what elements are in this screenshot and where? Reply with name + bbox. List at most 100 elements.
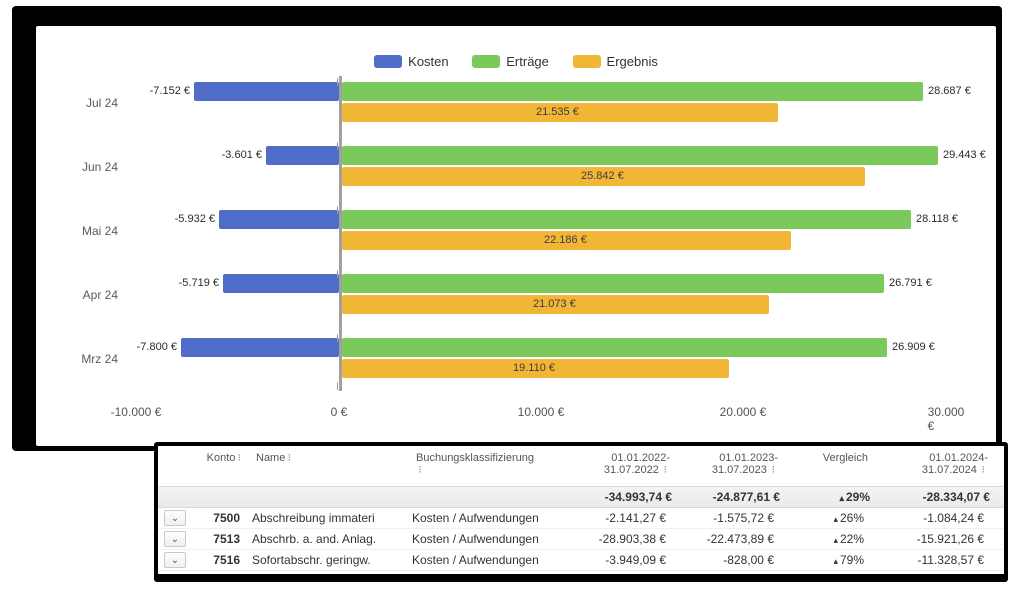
bar-ertraege[interactable] xyxy=(342,338,887,357)
x-tick-label: 20.000 € xyxy=(720,405,767,419)
legend-label: Ergebnis xyxy=(607,54,658,69)
col-header-period3[interactable]: 01.01.2024-31.07.2024 ⠇ xyxy=(874,450,994,478)
bar-value-ergebnis: 21.535 € xyxy=(536,106,579,118)
cell-v3: -15.921,26 € xyxy=(870,530,990,548)
bar-value-ertraege: 29.443 € xyxy=(943,149,986,161)
bar-value-ergebnis: 19.110 € xyxy=(513,362,555,374)
cell-v3: -1.084,24 € xyxy=(870,509,990,527)
expand-button[interactable]: ⌄ xyxy=(164,510,186,526)
x-tick-label: -10.000 € xyxy=(111,405,162,419)
axis-minor-tick xyxy=(337,78,338,86)
cell-cmp: ▴22% xyxy=(780,530,870,548)
category-label: Mai 24 xyxy=(48,224,118,238)
cell-name: Sofortabschr. geringw. xyxy=(246,551,406,569)
cell-name: Abschrb. a. and. Anlag. xyxy=(246,530,406,548)
bar-value-kosten: -7.152 € xyxy=(150,85,190,97)
bar-kosten[interactable] xyxy=(219,210,339,229)
summary-v1: -34.993,74 € xyxy=(564,490,672,504)
bar-value-ergebnis: 21.073 € xyxy=(533,298,576,310)
bar-value-ertraege: 28.687 € xyxy=(928,85,971,97)
table-row[interactable]: ⌄ 7513 Abschrb. a. and. Anlag. Kosten / … xyxy=(158,529,1004,550)
bar-value-kosten: -5.932 € xyxy=(175,213,215,225)
summary-v3: -28.334,07 € xyxy=(870,490,990,504)
category-label: Jul 24 xyxy=(48,96,118,110)
bar-kosten[interactable] xyxy=(181,338,339,357)
cell-konto: 7516 xyxy=(188,551,246,569)
table-row[interactable]: ⌄ 7516 Sofortabschr. geringw. Kosten / A… xyxy=(158,550,1004,571)
col-header-konto[interactable]: Konto⠇ xyxy=(192,450,250,466)
table-summary-row: -34.993,74 € -24.877,61 € ▴29% -28.334,0… xyxy=(158,486,1004,508)
chevron-down-icon: ⌄ xyxy=(171,513,179,524)
bar-kosten[interactable] xyxy=(194,82,339,101)
chart-panel: Kosten Erträge Ergebnis Jul 24 -7.152 € … xyxy=(36,26,996,446)
col-header-compare[interactable]: Vergleich xyxy=(784,450,874,466)
bar-kosten[interactable] xyxy=(223,274,339,293)
cell-klass: Kosten / Aufwendungen xyxy=(406,551,564,569)
cell-klass: Kosten / Aufwendungen xyxy=(406,530,564,548)
x-axis: -10.000 € 0 € 10.000 € 20.000 € 30.000 € xyxy=(126,399,976,421)
sort-icon: ⠇ xyxy=(979,465,988,475)
category-label: Jun 24 xyxy=(48,160,118,174)
cell-konto: 7500 xyxy=(188,509,246,527)
cell-v2: -22.473,89 € xyxy=(672,530,780,548)
cell-v1: -28.903,38 € xyxy=(564,530,672,548)
category-label: Apr 24 xyxy=(48,288,118,302)
col-header-period1[interactable]: 01.01.2022-31.07.2022 ⠇ xyxy=(568,450,676,478)
summary-cmp: ▴29% xyxy=(780,490,870,504)
cell-v1: -3.949,09 € xyxy=(564,551,672,569)
legend-label: Erträge xyxy=(506,54,549,69)
bar-value-ergebnis: 22.186 € xyxy=(544,234,587,246)
col-header-name[interactable]: Name⠇ xyxy=(250,450,410,466)
cell-cmp: ▴79% xyxy=(780,551,870,569)
cell-v2: -828,00 € xyxy=(672,551,780,569)
x-tick-label: 0 € xyxy=(331,405,348,419)
legend-swatch-ertraege xyxy=(472,55,500,68)
cell-name: Abschreibung immateri xyxy=(246,509,406,527)
col-header-klass[interactable]: Buchungsklassifizierung⠇ xyxy=(410,450,568,478)
cell-v3: -11.328,57 € xyxy=(870,551,990,569)
bar-ertraege[interactable] xyxy=(342,146,938,165)
cell-cmp: ▴26% xyxy=(780,509,870,527)
x-tick-label: 10.000 € xyxy=(518,405,565,419)
caret-up-icon: ▴ xyxy=(833,556,838,566)
bar-ertraege[interactable] xyxy=(342,274,884,293)
cell-v1: -2.141,27 € xyxy=(564,509,672,527)
bar-kosten[interactable] xyxy=(266,146,339,165)
col-header-period2[interactable]: 01.01.2023-31.07.2023 ⠇ xyxy=(676,450,784,478)
legend-item-kosten[interactable]: Kosten xyxy=(374,54,448,69)
axis-minor-tick xyxy=(337,334,338,342)
chart-legend: Kosten Erträge Ergebnis xyxy=(36,54,996,71)
legend-item-ertraege[interactable]: Erträge xyxy=(472,54,549,69)
bar-ertraege[interactable] xyxy=(342,210,911,229)
bar-value-ergebnis: 25.842 € xyxy=(581,170,624,182)
expand-button[interactable]: ⌄ xyxy=(164,531,186,547)
x-tick-label: 30.000 € xyxy=(928,405,965,433)
accounts-table: Konto⠇ Name⠇ Buchungsklassifizierung⠇ 01… xyxy=(158,446,1004,574)
sort-icon: ⠇ xyxy=(418,465,425,475)
caret-up-icon: ▴ xyxy=(833,535,838,545)
bar-value-kosten: -5.719 € xyxy=(179,277,219,289)
legend-swatch-ergebnis xyxy=(573,55,601,68)
category-label: Mrz 24 xyxy=(48,352,118,366)
caret-up-icon: ▴ xyxy=(839,493,844,503)
bar-value-kosten: -7.800 € xyxy=(137,341,177,353)
bar-value-ertraege: 26.909 € xyxy=(892,341,935,353)
sort-icon: ⠇ xyxy=(237,453,244,463)
axis-minor-tick xyxy=(337,382,338,390)
table-header-row: Konto⠇ Name⠇ Buchungsklassifizierung⠇ 01… xyxy=(158,446,1004,486)
caret-up-icon: ▴ xyxy=(833,514,838,524)
legend-item-ergebnis[interactable]: Ergebnis xyxy=(573,54,658,69)
sort-icon: ⠇ xyxy=(287,453,294,463)
axis-minor-tick xyxy=(337,270,338,278)
summary-v2: -24.877,61 € xyxy=(672,490,780,504)
chevron-down-icon: ⌄ xyxy=(171,534,179,545)
legend-label: Kosten xyxy=(408,54,448,69)
axis-minor-tick xyxy=(337,206,338,214)
axis-minor-tick xyxy=(337,142,338,150)
cell-v2: -1.575,72 € xyxy=(672,509,780,527)
cell-klass: Kosten / Aufwendungen xyxy=(406,509,564,527)
table-row[interactable]: ⌄ 7500 Abschreibung immateri Kosten / Au… xyxy=(158,508,1004,529)
legend-swatch-kosten xyxy=(374,55,402,68)
expand-button[interactable]: ⌄ xyxy=(164,552,186,568)
bar-ertraege[interactable] xyxy=(342,82,923,101)
